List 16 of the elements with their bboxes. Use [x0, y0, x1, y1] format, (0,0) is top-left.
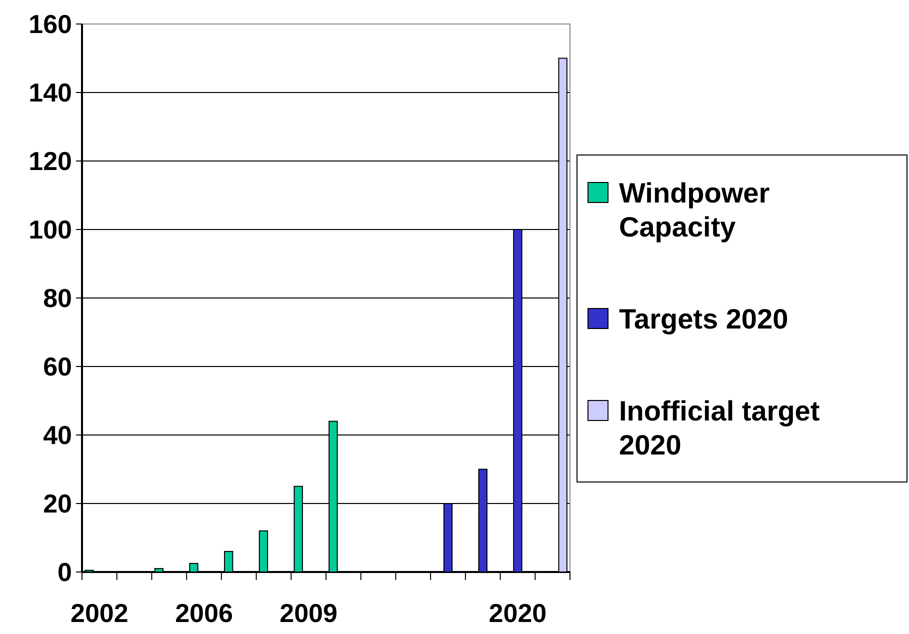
- y-tick-label: 40: [43, 420, 72, 450]
- legend-label: Windpower Capacity: [619, 177, 770, 242]
- y-tick-label: 140: [28, 78, 72, 108]
- y-tick-label: 160: [28, 9, 72, 40]
- x-tick-label: 2002: [70, 598, 128, 628]
- x-tick-label: 2006: [175, 598, 233, 628]
- y-tick-label: 0: [58, 557, 72, 588]
- y-tick-label: 60: [43, 352, 72, 382]
- x-tick-label: 2020: [488, 598, 547, 628]
- y-tick-label: 120: [28, 146, 72, 176]
- y-tick-label: 100: [28, 214, 72, 245]
- legend-label: Targets 2020: [619, 303, 788, 334]
- y-tick-label: 20: [43, 488, 72, 519]
- x-tick-label: 2009: [280, 598, 338, 628]
- legend-label: Inofficial target 2020: [619, 395, 820, 460]
- y-tick-label: 80: [43, 283, 72, 314]
